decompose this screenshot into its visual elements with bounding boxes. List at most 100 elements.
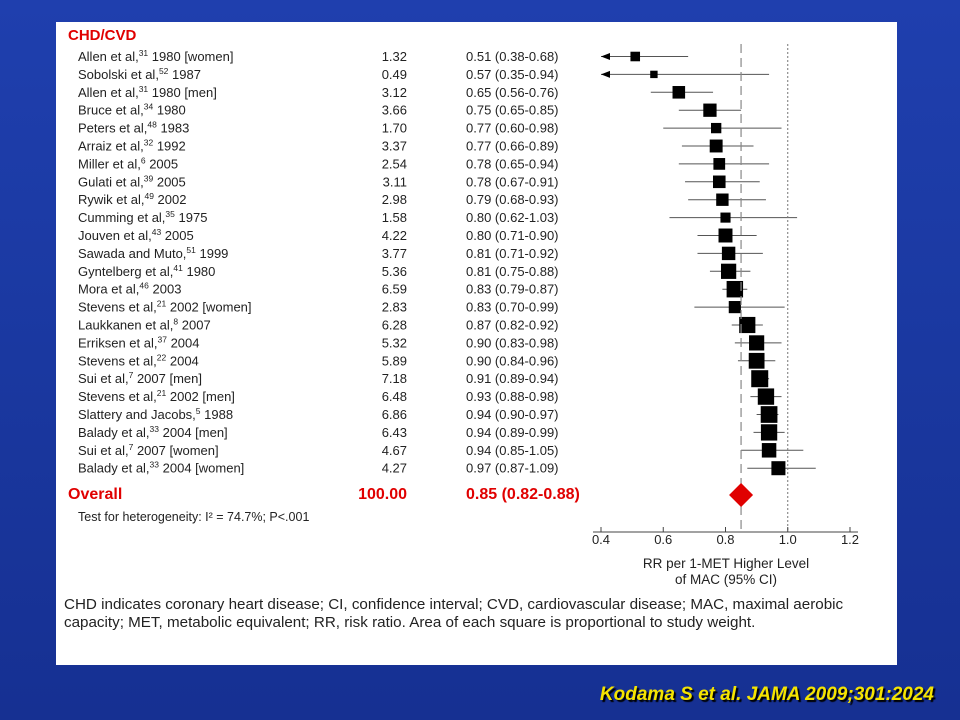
x-tick-label: 0.4	[592, 532, 610, 547]
study-row: Allen et al,31 1980 [men] 3.12 0.65 (0.56-…	[78, 84, 714, 100]
study-rr-text: 0.65 (0.56-0.76)	[466, 85, 559, 100]
study-marker	[760, 424, 778, 441]
study-row: Rywik et al,49 2002 2.98 0.79 (0.68-0.93)	[78, 191, 766, 207]
study-label: Stevens et al,21 2002 [women]	[78, 299, 252, 315]
forest-plot: CHD/CVD Allen et al,31 1980 [women] 1.32 0…	[68, 27, 859, 587]
study-rr-text: 0.94 (0.90-0.97)	[466, 407, 559, 422]
study-rr-text: 0.57 (0.35-0.94)	[466, 67, 559, 82]
study-label: Erriksen et al,37 2004	[78, 334, 200, 350]
overall-rr-text: 0.85 (0.82-0.88)	[466, 486, 580, 503]
study-label: Cumming et al,35 1975	[78, 209, 207, 225]
study-row: Sobolski et al,52 1987 0.49 0.57 (0.35-0.9…	[78, 66, 770, 82]
study-row: Stevens et al,21 2002 [women] 2.83 0.83 (0…	[78, 299, 785, 315]
study-rr-text: 0.78 (0.67-0.91)	[466, 174, 559, 189]
study-weight: 3.37	[382, 139, 407, 154]
study-weight: 5.89	[382, 353, 407, 368]
study-rr-text: 0.77 (0.66-0.89)	[466, 139, 559, 154]
study-weight: 6.28	[382, 318, 407, 333]
study-marker	[721, 246, 736, 261]
study-marker	[771, 461, 786, 476]
study-weight: 6.48	[382, 389, 407, 404]
study-row: Cumming et al,35 1975 1.58 0.80 (0.62-1.03…	[78, 209, 798, 225]
study-marker	[672, 86, 686, 99]
study-row: Miller et al,6 2005 2.54 0.78 (0.65-0.94)	[78, 155, 770, 171]
study-marker	[728, 301, 741, 314]
study-weight: 3.11	[383, 174, 407, 189]
study-marker	[726, 280, 744, 298]
study-label: Allen et al,31 1980 [women]	[78, 48, 233, 64]
overall-weight: 100.00	[358, 486, 407, 503]
study-row: Stevens et al,21 2002 [men] 6.48 0.93 (0.8…	[78, 388, 782, 405]
study-marker	[720, 263, 737, 279]
figure-footnote: CHD indicates coronary heart disease; CI…	[64, 596, 844, 631]
study-label: Jouven et al,43 2005	[78, 227, 194, 243]
study-rr-text: 0.97 (0.87-1.09)	[466, 461, 559, 476]
figure-panel: CHD/CVD Allen et al,31 1980 [women] 1.32 0…	[56, 22, 897, 665]
study-label: Stevens et al,22 2004	[78, 352, 199, 368]
ci-arrow	[601, 70, 610, 78]
heterogeneity-text: Test for heterogeneity: I² = 74.7%; P<.0…	[78, 510, 309, 524]
study-rr-text: 0.75 (0.65-0.85)	[466, 103, 559, 118]
study-label: Arraiz et al,32 1992	[78, 138, 186, 154]
study-weight: 5.32	[382, 335, 407, 350]
study-weight: 3.66	[382, 103, 407, 118]
study-marker	[751, 370, 769, 388]
study-weight: 2.54	[382, 156, 407, 171]
study-weight: 4.22	[382, 228, 407, 243]
study-marker	[703, 103, 717, 117]
study-marker	[710, 122, 722, 134]
study-marker	[720, 212, 731, 223]
study-marker	[748, 352, 765, 369]
study-label: Gyntelberg et al,41 1980	[78, 263, 215, 279]
study-rr-text: 0.81 (0.75-0.88)	[466, 264, 559, 279]
overall-row: Overall 100.00 0.85 (0.82-0.88)	[68, 486, 580, 503]
study-weight: 3.77	[382, 246, 407, 261]
study-weight: 5.36	[382, 264, 407, 279]
study-marker	[761, 443, 777, 458]
citation: Kodama S et al. JAMA 2009;301:2024	[599, 684, 934, 705]
study-label: Sobolski et al,52 1987	[78, 66, 201, 82]
overall-diamond	[729, 483, 754, 507]
study-label: Sui et al,7 2007 [women]	[78, 442, 219, 458]
study-marker	[760, 406, 778, 423]
study-weight: 2.98	[382, 192, 407, 207]
study-marker	[749, 335, 765, 351]
study-weight: 2.83	[382, 300, 407, 315]
study-row: Stevens et al,22 2004 5.89 0.90 (0.84-0.96…	[78, 352, 776, 369]
study-marker	[757, 388, 775, 405]
study-label: Peters et al,48 1983	[78, 120, 189, 136]
study-rr-text: 0.90 (0.83-0.98)	[466, 335, 559, 350]
study-label: Bruce et al,34 1980	[78, 102, 186, 118]
study-weight: 6.43	[382, 425, 407, 440]
study-weight: 4.27	[382, 461, 407, 476]
study-marker	[630, 51, 641, 62]
study-marker	[712, 175, 726, 189]
x-axis-label-line2: of MAC (95% CI)	[675, 572, 777, 587]
study-weight: 7.18	[382, 371, 407, 386]
study-label: Slattery and Jacobs,5 1988	[78, 406, 233, 422]
study-rr-text: 0.83 (0.79-0.87)	[466, 282, 559, 297]
study-row: Balady et al,33 2004 [men] 6.43 0.94 (0.89…	[78, 424, 785, 441]
study-marker	[650, 70, 658, 79]
study-label: Gulati et al,39 2005	[78, 173, 186, 189]
x-tick-label: 1.0	[779, 532, 797, 547]
study-row: Sawada and Muto,51 1999 3.77 0.81 (0.71-0.…	[78, 245, 763, 261]
study-rows: Allen et al,31 1980 [women] 1.32 0.51 (0.3…	[78, 48, 816, 476]
study-label: Miller et al,6 2005	[78, 155, 178, 171]
x-axis: 0.4 0.6 0.8 1.0 1.2	[592, 44, 859, 547]
study-rr-text: 0.77 (0.60-0.98)	[466, 121, 559, 136]
study-label: Rywik et al,49 2002	[78, 191, 186, 207]
study-rr-text: 0.81 (0.71-0.92)	[466, 246, 559, 261]
study-row: Balady et al,33 2004 [women] 4.27 0.97 (0.…	[78, 460, 816, 476]
study-row: Gulati et al,39 2005 3.11 0.78 (0.67-0.91)	[78, 173, 760, 189]
study-label: Sawada and Muto,51 1999	[78, 245, 228, 261]
study-marker	[716, 193, 729, 206]
study-rr-text: 0.80 (0.71-0.90)	[466, 228, 559, 243]
x-axis-label-line1: RR per 1-MET Higher Level	[643, 556, 809, 571]
study-weight: 1.32	[382, 49, 407, 64]
study-weight: 0.49	[382, 67, 407, 82]
study-weight: 6.59	[382, 282, 407, 297]
study-row: Bruce et al,34 1980 3.66 0.75 (0.65-0.85)	[78, 102, 742, 118]
study-row: Laukkanen et al,8 2007 6.28 0.87 (0.82-0.9…	[78, 317, 763, 334]
study-row: Peters et al,48 1983 1.70 0.77 (0.60-0.98)	[78, 120, 782, 136]
